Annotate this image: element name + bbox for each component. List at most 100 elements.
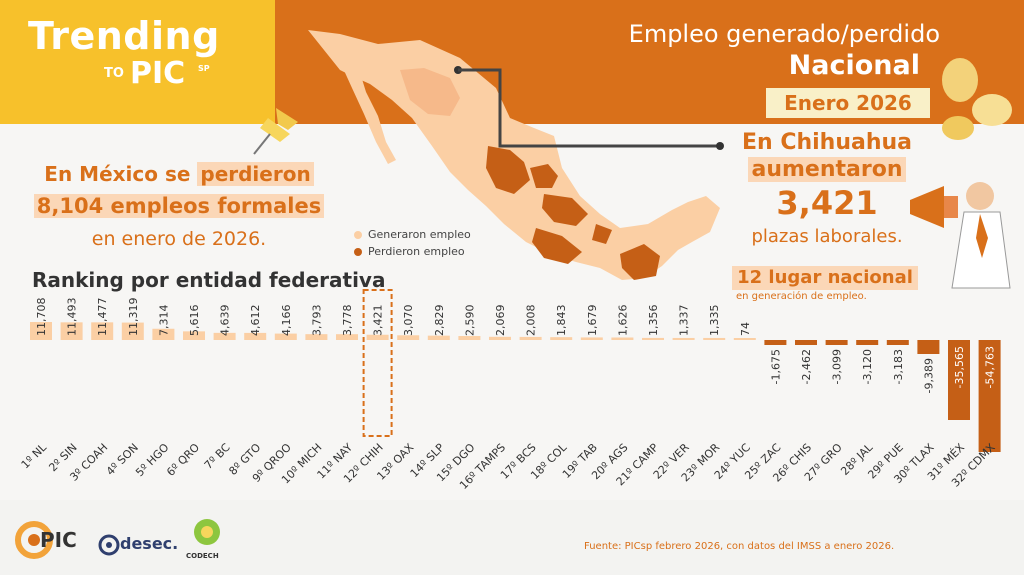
value-label-20: 1,356 [647, 305, 660, 337]
category-label-4: 5º HGO [133, 441, 172, 480]
value-label-25: -2,462 [800, 349, 813, 384]
page-subtitle: Nacional [788, 50, 920, 81]
value-label-13: 2,829 [433, 305, 446, 337]
rank-badge: 12 lugar nacional [732, 266, 918, 290]
value-label-18: 1,679 [586, 305, 599, 337]
bar-22 [703, 337, 726, 340]
national-line-1-prefix: En México se [44, 162, 198, 186]
brand-sp: SP [198, 64, 210, 73]
value-label-14: 2,590 [463, 305, 476, 337]
value-label-7: 4,612 [249, 305, 262, 337]
bar-26 [825, 340, 848, 345]
codech-logo-icon [194, 519, 220, 545]
state-line-4: plazas laborales. [751, 226, 903, 247]
bar-18 [580, 337, 603, 340]
state-line-2: aumentaron [728, 157, 926, 182]
bar-12 [397, 335, 420, 340]
value-label-31: -54,763 [984, 346, 997, 388]
category-label-0: 1º NL [19, 440, 50, 471]
bar-20 [642, 337, 664, 340]
state-callout: En Chihuahua aumentaron 3,421 plazas lab… [728, 130, 926, 247]
value-label-9: 3,793 [310, 305, 323, 337]
pic-logo-icon [15, 521, 53, 559]
desec-logo-icon [98, 534, 120, 556]
national-line-3: en enero de 2026. [91, 228, 267, 250]
value-label-30: -35,565 [953, 346, 966, 388]
legend-lost: Perdieron empleo [354, 245, 471, 258]
bar-23 [733, 338, 756, 340]
value-label-26: -3,099 [831, 349, 844, 384]
bar-17 [550, 337, 573, 340]
value-label-24: -1,675 [769, 349, 782, 384]
mexico-map [308, 30, 724, 280]
national-line-1: En México se perdieron [14, 162, 344, 186]
national-line-1-highlight: perdieron [197, 162, 314, 186]
bar-24 [764, 340, 787, 345]
chart-title: Ranking por entidad federativa [32, 268, 386, 292]
value-label-3: 11,319 [127, 298, 140, 337]
value-label-6: 4,639 [219, 305, 232, 337]
national-line-2-text: 8,104 empleos formales [33, 194, 325, 218]
state-line-2-text: aumentaron [748, 157, 906, 182]
bar-21 [672, 337, 695, 340]
bar-2 [91, 322, 114, 340]
chips-decoration [942, 58, 1012, 140]
legend-gained: Generaron empleo [354, 228, 471, 241]
legend-gained-label: Generaron empleo [368, 228, 471, 241]
megaphone-person-icon [910, 182, 1011, 289]
bar-7 [244, 332, 267, 340]
bar-1 [60, 322, 83, 340]
value-label-19: 1,626 [616, 305, 629, 337]
brand-trending: Trending [28, 14, 220, 58]
value-label-15: 2,069 [494, 305, 507, 337]
highlight-box [362, 289, 393, 437]
national-summary: En México se perdieron 8,104 empleos for… [14, 150, 344, 258]
period-badge: Enero 2026 [766, 88, 930, 118]
bar-3 [121, 322, 144, 340]
bar-0 [30, 322, 52, 340]
bar-13 [427, 335, 450, 340]
value-label-4: 7,314 [157, 305, 170, 337]
bar-4 [152, 328, 175, 340]
rank-subtitle: en generación de empleo. [736, 291, 867, 302]
bar-31 [978, 340, 1001, 452]
value-label-21: 1,337 [678, 305, 691, 337]
bar-6 [213, 332, 236, 340]
bar-11 [366, 334, 389, 340]
bar-30 [948, 340, 970, 420]
source-note: Fuente: PICsp febrero 2026, con datos de… [584, 541, 895, 552]
bar-27 [856, 340, 879, 345]
value-label-28: -3,183 [892, 349, 905, 384]
bar-14 [458, 336, 481, 340]
bar-28 [886, 340, 909, 345]
brand-to: TO [104, 66, 124, 81]
value-label-0: 11,708 [35, 298, 48, 337]
value-label-2: 11,477 [96, 298, 109, 337]
legend-lost-swatch [354, 247, 362, 256]
map-legend: Generaron empleo Perdieron empleo [354, 228, 471, 262]
brand-pic: PIC [130, 56, 186, 91]
legend-lost-label: Perdieron empleo [368, 245, 465, 258]
bar-19 [611, 337, 634, 340]
value-label-22: 1,335 [708, 305, 721, 337]
bar-25 [795, 340, 817, 345]
state-value: 3,421 [776, 184, 878, 222]
value-label-27: -3,120 [861, 349, 874, 384]
value-label-29: -9,389 [922, 358, 935, 393]
footer-band [0, 500, 1024, 575]
bar-16 [519, 336, 542, 340]
page-title: Empleo generado/perdido [628, 20, 940, 48]
value-label-1: 11,493 [66, 298, 79, 337]
bar-9 [305, 334, 328, 340]
national-line-2: 8,104 empleos formales [14, 194, 344, 218]
bar-10 [336, 334, 358, 340]
value-label-8: 4,166 [280, 305, 293, 337]
brand-block [0, 0, 275, 124]
bar-8 [274, 333, 297, 340]
logo-codech: CODECH [186, 552, 219, 560]
state-line-1: En Chihuahua [741, 130, 913, 155]
value-label-11: 3,421 [372, 305, 385, 337]
bar-29 [917, 340, 940, 354]
logo-pic: PIC [40, 528, 77, 552]
